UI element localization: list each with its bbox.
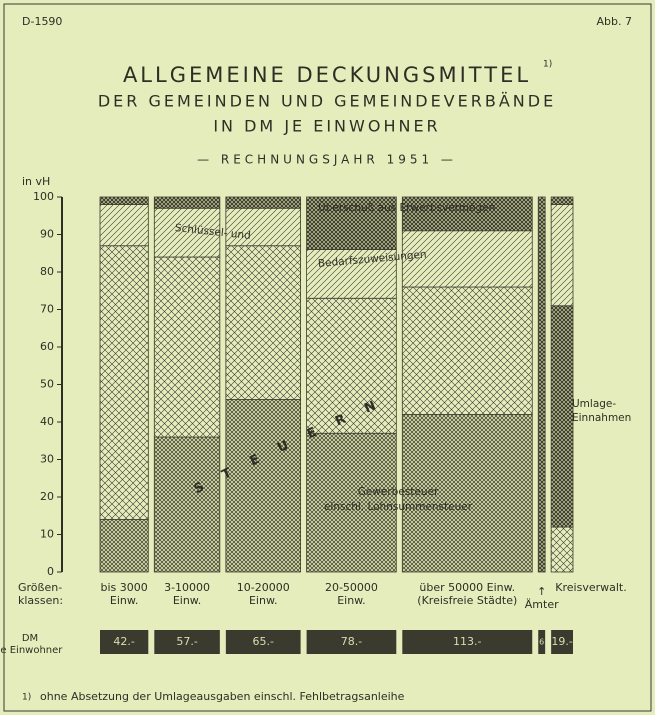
width-box: [402, 630, 533, 654]
x-axis-label-line: klassen:: [18, 594, 63, 607]
x-tick-label-line: ↑: [537, 585, 546, 598]
footnote: ohne Absetzung der Umlageausgaben einsch…: [40, 690, 405, 703]
x-tick-label: bis 3000 Einw.: [101, 581, 148, 607]
series-label-line: Überschuß aus Erwerbsvermögen: [318, 201, 495, 214]
width-label-value: 113.-: [453, 635, 481, 648]
y-tick-label: 10: [40, 528, 54, 541]
bar-segment: [99, 519, 149, 573]
title: DER GEMEINDEN UND GEMEINDEVERBÄNDE: [98, 92, 556, 111]
frame: [3, 3, 652, 712]
bar-segment: [401, 196, 533, 232]
series-label-line: Einnahmen: [572, 412, 631, 424]
subtitle: — RECHNUNGSJAHR 1951 —: [197, 153, 457, 167]
x-tick-label-line: Einw.: [173, 594, 201, 607]
y-tick-label: 30: [40, 453, 54, 466]
bar-segment: [537, 196, 546, 573]
y-tick-label: 70: [40, 303, 54, 316]
y-tick-label: 40: [40, 415, 54, 428]
x-tick-label: über 50000 Einw. (Kreisfreie Städte): [417, 581, 517, 607]
x-axis-label-line: Größen-: [18, 581, 62, 594]
figure-number: Abb. 7: [597, 15, 632, 28]
y-tick-label: 90: [40, 228, 54, 241]
bar-segment: [153, 196, 221, 209]
bar-segment: [550, 526, 574, 573]
bar-segment: [99, 245, 149, 520]
y-axis-label: in vH: [22, 175, 50, 188]
width-label-value: 42.-: [113, 635, 134, 648]
y-tick-label: 60: [40, 340, 54, 353]
y-tick-label: 80: [40, 265, 54, 278]
bar-segment: [99, 196, 149, 205]
bar-segment: [401, 286, 533, 415]
x-tick-label-line: Ämter: [525, 598, 559, 611]
x-axis-label: Größen-klassen:: [18, 581, 63, 607]
y-tick-label: 50: [40, 378, 54, 391]
series-label-line: Gewerbesteuer: [358, 486, 439, 498]
bar-segment: [225, 399, 302, 573]
bar-segment: [550, 305, 574, 528]
footnote-mark: 1): [22, 693, 31, 703]
width-label: DM je Einwohner: [0, 633, 63, 656]
width-box: [306, 630, 397, 654]
x-tick-label-line: Einw.: [337, 594, 365, 607]
width-box: [100, 630, 149, 654]
x-tick-label-line: 20-50000: [325, 581, 378, 594]
width-label-line: DM: [22, 633, 38, 644]
y-tick-label: 0: [47, 565, 54, 578]
bar-segment: [401, 414, 533, 573]
title: IN DM JE EINWOHNER: [213, 117, 440, 136]
bar-segment: [225, 245, 302, 400]
series-label: Gewerbesteuer einschl. Lohnsummensteuer: [324, 486, 473, 513]
x-tick-label-line: Kreisverwalt.: [555, 581, 626, 594]
series-label-line: einschl. Lohnsummensteuer: [324, 501, 473, 513]
x-tick-label-line: 3-10000: [164, 581, 210, 594]
x-tick-label: ↑ Ämter: [525, 585, 559, 611]
bar-segment: [550, 204, 574, 307]
bar-segment: [306, 249, 397, 299]
width-label-value: 78.-: [341, 635, 362, 648]
series-label: Überschuß aus Erwerbsvermögen: [318, 201, 495, 214]
width-label-value: 65.-: [252, 635, 273, 648]
x-tick-label-line: bis 3000: [101, 581, 148, 594]
x-tick-label: Kreisverwalt.: [555, 581, 626, 594]
width-box: [154, 630, 220, 654]
width-label-value: 19.-: [551, 635, 572, 648]
x-tick-label: 10-20000 Einw.: [237, 581, 290, 607]
x-tick-label-line: über 50000 Einw.: [419, 581, 515, 594]
x-tick-label-line: Einw.: [249, 594, 277, 607]
bar-segment: [306, 297, 397, 434]
x-tick-label-line: 10-20000: [237, 581, 290, 594]
x-tick-label-line: Einw.: [110, 594, 138, 607]
width-label-value: 57.-: [176, 635, 197, 648]
y-tick-label: 20: [40, 490, 54, 503]
bar-segment: [401, 230, 533, 288]
bar-segment: [306, 196, 397, 250]
title: ALLGEMEINE DECKUNGSMITTEL: [123, 63, 531, 87]
bar-segment: [99, 204, 149, 247]
width-box: [538, 630, 546, 654]
footnote-mark: 1): [543, 60, 552, 70]
x-tick-label-line: (Kreisfreie Städte): [417, 594, 517, 607]
width-label-line: je Einwohner: [0, 645, 63, 656]
code: D-1590: [22, 15, 62, 28]
x-tick-label: 3-10000 Einw.: [164, 581, 210, 607]
width-box: [551, 630, 573, 654]
bar-segment: [153, 436, 221, 573]
x-tick-label: 20-50000 Einw.: [325, 581, 378, 607]
series-label: Umlage- Einnahmen: [572, 398, 631, 424]
width-box: [225, 630, 301, 654]
bar-segment: [225, 207, 302, 247]
bar-segment: [306, 432, 397, 573]
width-label-value: 6: [539, 638, 544, 647]
series-label-line: Umlage-: [572, 398, 616, 410]
bar-segment: [225, 196, 302, 209]
bar-segment: [550, 196, 574, 205]
bar-segment: [153, 256, 221, 438]
y-tick-label: 100: [33, 190, 54, 203]
